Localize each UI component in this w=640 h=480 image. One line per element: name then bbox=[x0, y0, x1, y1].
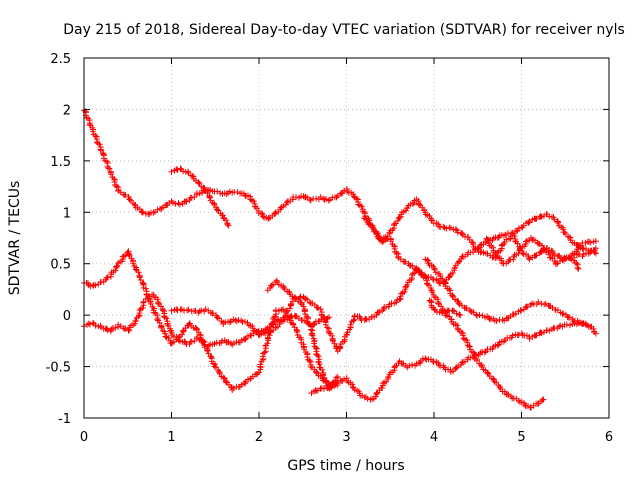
x-tick-label: 5 bbox=[517, 430, 525, 445]
series-track-8 bbox=[361, 215, 547, 411]
x-tick-label: 2 bbox=[255, 430, 263, 445]
data-point-markers bbox=[361, 215, 547, 411]
series-track-11 bbox=[483, 235, 582, 272]
y-tick-label: 0 bbox=[63, 309, 71, 324]
y-tick-label: -0.5 bbox=[46, 361, 71, 376]
y-tick-label: 2.5 bbox=[50, 52, 71, 67]
data-point-markers bbox=[422, 256, 591, 329]
y-tick-label: 0.5 bbox=[50, 258, 71, 273]
data-point-markers bbox=[483, 235, 582, 272]
series-track-10 bbox=[426, 297, 464, 319]
x-tick-label: 0 bbox=[80, 430, 88, 445]
series-track-5 bbox=[168, 306, 332, 338]
x-tick-label: 1 bbox=[167, 430, 175, 445]
data-point-markers bbox=[426, 297, 464, 319]
data-point-markers bbox=[571, 238, 599, 258]
y-tick-label: 1 bbox=[63, 206, 71, 221]
series-track-12 bbox=[571, 238, 599, 258]
y-axis-title: SDTVAR / TECUs bbox=[7, 181, 23, 296]
y-tick-label: -1 bbox=[58, 412, 71, 427]
y-tick-label: 2 bbox=[63, 103, 71, 118]
x-axis-title: GPS time / hours bbox=[287, 458, 404, 474]
series-track-7 bbox=[308, 381, 341, 397]
chart-title: Day 215 of 2018, Sidereal Day-to-day VTE… bbox=[63, 22, 625, 38]
x-tick-label: 4 bbox=[430, 430, 438, 445]
data-point-markers bbox=[168, 165, 232, 229]
x-tick-label: 3 bbox=[342, 430, 350, 445]
x-tick-label: 6 bbox=[605, 430, 613, 445]
data-point-markers bbox=[308, 381, 341, 397]
axis-ticks: 0 1 2 3 4 5 6 -1 -0.5 0 0.5 1 1.5 2 2.5 bbox=[46, 52, 614, 445]
y-tick-label: 1.5 bbox=[50, 155, 71, 170]
series-track-9 bbox=[422, 256, 591, 329]
data-point-markers bbox=[168, 306, 332, 338]
series-track-2 bbox=[168, 165, 232, 229]
grid bbox=[84, 58, 609, 418]
